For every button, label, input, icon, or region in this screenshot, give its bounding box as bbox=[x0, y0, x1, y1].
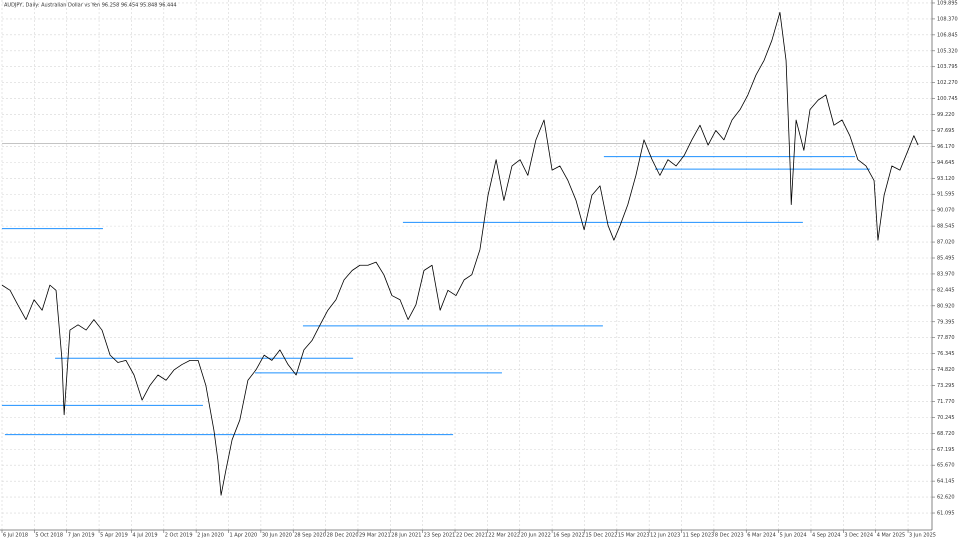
x-tick-label: 15 Dec 2022 bbox=[585, 533, 617, 539]
y-tick-label: 90.070 bbox=[937, 208, 955, 214]
x-tick-label: 4 Sep 2024 bbox=[812, 533, 841, 539]
y-tick-label: 85.495 bbox=[937, 255, 955, 261]
x-tick-label: 16 Sep 2022 bbox=[553, 533, 585, 539]
y-tick-label: 94.645 bbox=[937, 160, 955, 166]
x-tick-label: 2 Oct 2019 bbox=[165, 533, 193, 539]
y-tick-label: 68.720 bbox=[937, 431, 955, 437]
y-tick-label: 74.820 bbox=[937, 367, 955, 373]
x-tick-label: 4 Jul 2019 bbox=[132, 533, 157, 539]
y-tick-label: 80.920 bbox=[937, 303, 955, 309]
plot bbox=[1, 11, 932, 496]
x-tick-label: 3 Dec 2024 bbox=[844, 533, 873, 539]
y-tick-label: 62.620 bbox=[937, 495, 955, 501]
y-tick-label: 97.695 bbox=[937, 128, 955, 134]
x-tick-label: 12 Jun 2023 bbox=[650, 533, 680, 539]
y-tick-label: 87.020 bbox=[937, 240, 955, 246]
y-tick-label: 108.370 bbox=[937, 16, 958, 22]
x-tick-label: 2 Jan 2020 bbox=[197, 533, 224, 539]
x-tick-label: 22 Mar 2022 bbox=[488, 533, 520, 539]
x-tick-label: 20 Jun 2022 bbox=[521, 533, 551, 539]
x-tick-label: 4 Mar 2025 bbox=[877, 533, 906, 539]
x-tick-label: 29 Mar 2021 bbox=[359, 533, 391, 539]
x-tick-label: 23 Sep 2021 bbox=[424, 533, 456, 539]
y-tick-label: 73.295 bbox=[937, 383, 955, 389]
y-tick-label: 77.870 bbox=[937, 335, 955, 341]
y-tick-label: 103.795 bbox=[937, 64, 958, 70]
x-tick-label: 5 Oct 2018 bbox=[35, 533, 63, 539]
x-tick-label: 6 Jul 2018 bbox=[3, 533, 28, 539]
x-tick-label: 11 Sep 2023 bbox=[683, 533, 715, 539]
y-tick-label: 93.120 bbox=[937, 176, 955, 182]
x-tick-label: 28 Sep 2020 bbox=[294, 533, 326, 539]
y-tick-label: 61.095 bbox=[937, 511, 955, 517]
y-tick-label: 88.545 bbox=[937, 224, 955, 230]
y-tick-label: 82.445 bbox=[937, 287, 955, 293]
y-tick-label: 70.245 bbox=[937, 415, 955, 421]
y-tick-label: 67.195 bbox=[937, 447, 955, 453]
x-tick-label: 6 Mar 2024 bbox=[747, 533, 776, 539]
y-tick-label: 76.345 bbox=[937, 351, 955, 357]
grid bbox=[1, 0, 932, 530]
y-tick-label: 106.845 bbox=[937, 32, 958, 38]
y-tick-label: 79.395 bbox=[937, 319, 955, 325]
y-tick-label: 99.220 bbox=[937, 112, 955, 118]
y-tick-label: 71.770 bbox=[937, 399, 955, 405]
x-tick-label: 28 Jun 2021 bbox=[391, 533, 421, 539]
x-tick-label: 28 Dec 2020 bbox=[327, 533, 359, 539]
y-tick-label: 83.970 bbox=[937, 271, 955, 277]
x-tick-label: 15 Mar 2023 bbox=[618, 533, 650, 539]
chart-title: AUDJPY, Daily: Australian Dollar vs Yen … bbox=[4, 3, 177, 9]
y-tick-label: 91.595 bbox=[937, 192, 955, 198]
y-tick-label: 109.895 bbox=[937, 0, 958, 6]
x-tick-label: 5 Apr 2019 bbox=[100, 533, 128, 539]
price-line-series bbox=[1, 11, 919, 496]
y-tick-label: 102.270 bbox=[937, 80, 958, 86]
y-tick-label: 100.745 bbox=[937, 96, 958, 102]
x-tick-label: 8 Dec 2023 bbox=[715, 533, 744, 539]
x-tick-label: 1 Apr 2020 bbox=[230, 533, 258, 539]
x-tick-label: 30 Jun 2020 bbox=[262, 533, 292, 539]
x-tick-label: 5 Jun 2024 bbox=[780, 533, 807, 539]
y-tick-label: 96.170 bbox=[937, 144, 955, 150]
y-tick-label: 105.320 bbox=[937, 48, 958, 54]
y-tick-label: 65.670 bbox=[937, 463, 955, 469]
x-tick-label: 7 Jan 2019 bbox=[68, 533, 95, 539]
y-tick-label: 64.145 bbox=[937, 479, 955, 485]
x-tick-label: 3 Jun 2025 bbox=[909, 533, 936, 539]
x-tick-label: 22 Dec 2021 bbox=[456, 533, 488, 539]
